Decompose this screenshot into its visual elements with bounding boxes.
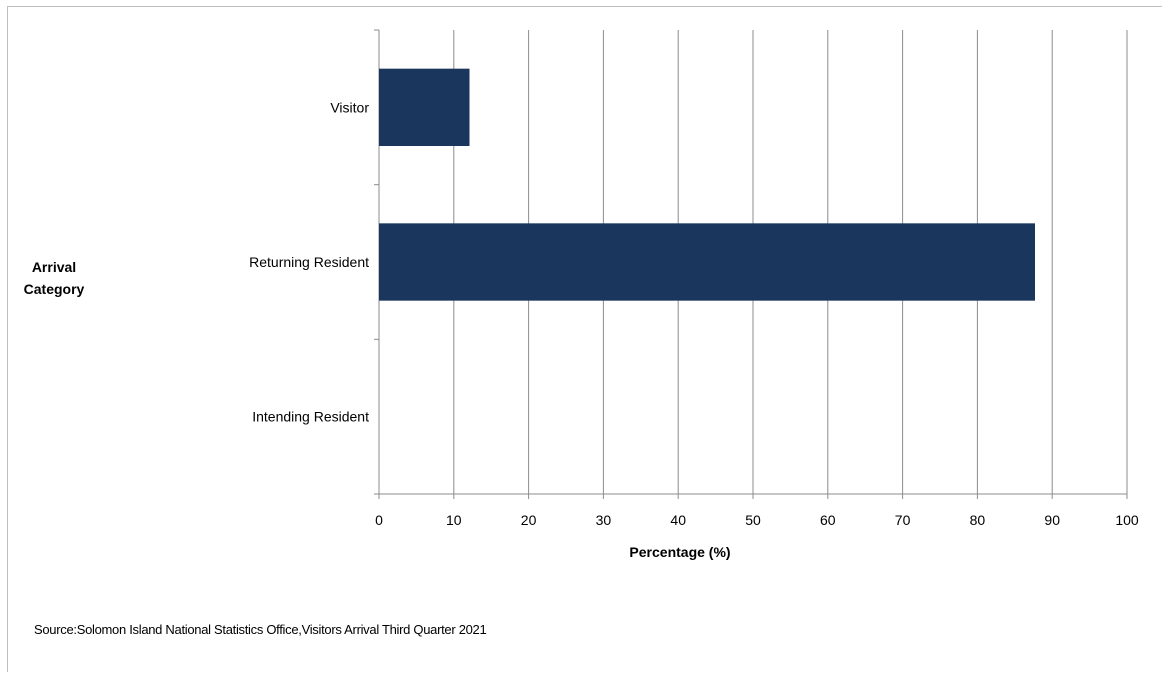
x-tick-label: 50 bbox=[745, 512, 761, 528]
y-tick-label: Returning Resident bbox=[249, 254, 369, 270]
x-tick-label: 20 bbox=[521, 512, 537, 528]
x-tick-label: 40 bbox=[670, 512, 686, 528]
y-tick-label: Visitor bbox=[330, 99, 369, 115]
bar bbox=[379, 68, 470, 146]
bars bbox=[379, 68, 1035, 301]
x-tick-label: 0 bbox=[375, 512, 383, 528]
y-tick-label: Intending Resident bbox=[252, 409, 369, 425]
bar bbox=[379, 223, 1035, 301]
source-note: Source:Solomon Island National Statistic… bbox=[34, 622, 487, 637]
x-tick-label: 90 bbox=[1044, 512, 1060, 528]
y-tick-labels: Visitor Returning Resident Intending Resid… bbox=[249, 99, 369, 424]
y-axis-label: Arrival Category bbox=[23, 259, 85, 297]
x-tick-label: 100 bbox=[1115, 512, 1139, 528]
x-tick-label: 70 bbox=[895, 512, 911, 528]
x-axis-label: Percentage (%) bbox=[629, 544, 731, 560]
x-tick-label: 80 bbox=[970, 512, 986, 528]
chart-frame bbox=[7, 6, 1162, 672]
x-tick-label: 60 bbox=[820, 512, 836, 528]
x-tick-label: 10 bbox=[446, 512, 462, 528]
x-tick-labels: 0 10 20 30 40 50 60 70 80 90 100 bbox=[375, 512, 1139, 528]
x-tick-label: 30 bbox=[596, 512, 612, 528]
